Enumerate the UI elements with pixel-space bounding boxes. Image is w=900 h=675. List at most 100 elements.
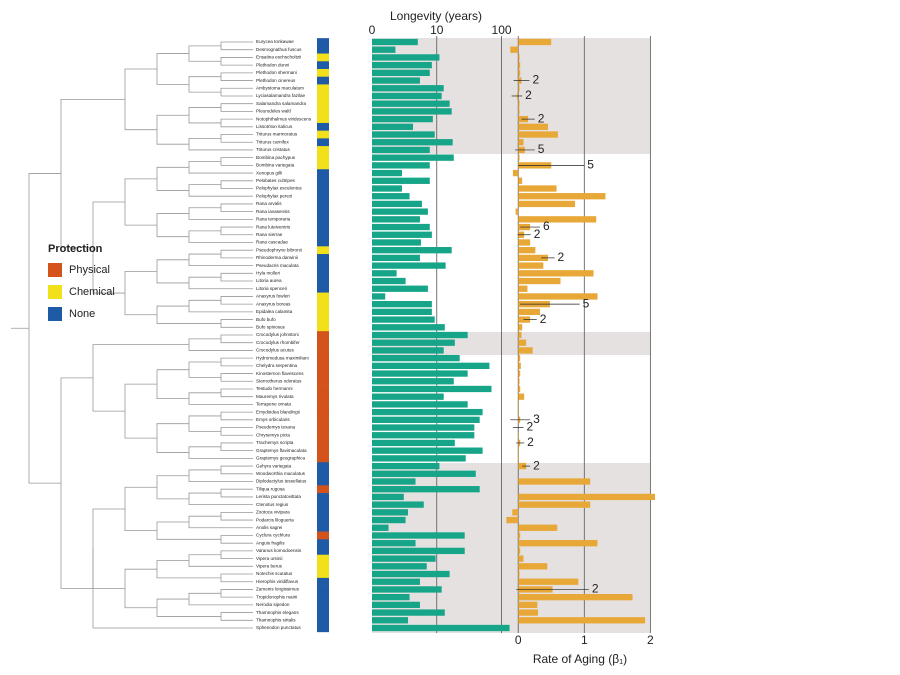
longevity-bar [372,216,420,223]
protection-cell [317,153,329,162]
protection-cell [317,616,329,625]
longevity-bar [372,92,442,100]
rate-bar [518,61,521,69]
species-name: Emydoidea blandingii [256,409,300,414]
rate-bar [515,208,519,215]
species-name: Plethodon shermani [256,70,297,75]
longevity-bar [372,231,432,238]
rate-bar [518,347,533,354]
rate-bar [518,609,539,616]
branch [220,72,253,81]
protection-cell [317,415,329,424]
branch [220,612,253,621]
protection-cell [317,408,329,417]
branch [28,173,61,484]
branch [220,388,253,398]
longevity-bar [372,532,465,539]
longevity-bar [372,509,409,516]
rate-bar [518,247,536,254]
species-name: Bombina variegata [256,163,295,168]
species-name: Triturus marmoratus [256,132,298,137]
branch [220,550,253,560]
protection-cell [317,331,329,340]
protection-cell [317,338,329,347]
protection-cell [317,446,329,455]
branch [188,415,221,432]
longevity-bar [372,447,483,454]
rate-note: 2 [533,458,540,472]
species-name: Trachemys scripta [256,440,294,445]
protection-cell [317,45,329,54]
species-name: Thamnophis elegans [256,610,299,615]
protection-cell [317,76,329,85]
rate-bar [518,563,548,570]
protection-cell [317,462,329,471]
legend-label: Chemical [69,286,115,298]
species-name: Zootoca vivipara [256,510,290,515]
longevity-bar [372,223,430,231]
longevity-bar [372,455,466,462]
longevity-bar [372,624,510,632]
protection-cell [317,169,329,178]
branch [156,53,189,85]
protection-cell [317,261,329,270]
branch [124,178,157,226]
rate-bar [518,370,521,377]
species-name: Bufo bufo [256,317,276,322]
rate-bar [518,354,521,362]
protection-cell [317,431,329,440]
rate-bar [518,200,576,208]
branch [156,259,189,284]
species-name: Rana cascadae [256,240,288,245]
protection-cell [317,277,329,286]
rate-bar [518,455,519,462]
species-name: Crocodylus acutus [256,348,294,353]
protection-cell [317,122,329,131]
branch [220,226,253,236]
longevity-bar [372,262,446,269]
branch [188,361,221,378]
species-name: Anguis fragilis [256,540,285,545]
branch [92,344,189,412]
protection-cell [317,161,329,170]
species-name: Diplodactylus tessellatus [256,479,307,484]
longevity-bar [372,593,410,601]
branch [220,180,253,189]
protection-cell [317,107,329,116]
longevity-title: Longevity (years) [390,9,482,23]
longevity-bar [372,408,483,416]
longevity-bar [372,316,435,323]
species-name: Woodworthia maculatus [256,471,306,476]
rate-note: 2 [592,582,599,596]
protection-cell [317,207,329,216]
species-name: Anaxyrus fowleri [256,294,290,299]
x-tick-label: 1 [581,633,588,647]
longevity-bar [372,139,453,146]
protection-cell [317,53,329,62]
longevity-bar [372,347,444,354]
rate-bar [518,570,520,578]
longevity-bar [372,601,420,609]
protection-cell [317,454,329,463]
rate-bar [518,108,520,115]
longevity-bar [372,146,430,154]
legend-swatch [48,263,62,277]
species-name: Eurycea tonkawae [256,39,294,44]
protection-cell [317,593,329,602]
rate-bar [518,54,520,61]
longevity-bar [372,424,475,431]
protection-cell [317,585,329,594]
longevity-bar [372,185,402,192]
protection-cell [317,531,329,540]
protection-cell [317,493,329,502]
branch [124,68,157,131]
longevity-bar [372,85,444,92]
protection-cell [317,230,329,239]
legend-title: Protection [48,243,103,255]
rate-bar [518,254,548,262]
protection-cell [317,184,329,193]
branch [188,107,221,124]
rate-bar [518,131,558,138]
protection-cell [317,323,329,332]
rate-bar [518,123,548,130]
